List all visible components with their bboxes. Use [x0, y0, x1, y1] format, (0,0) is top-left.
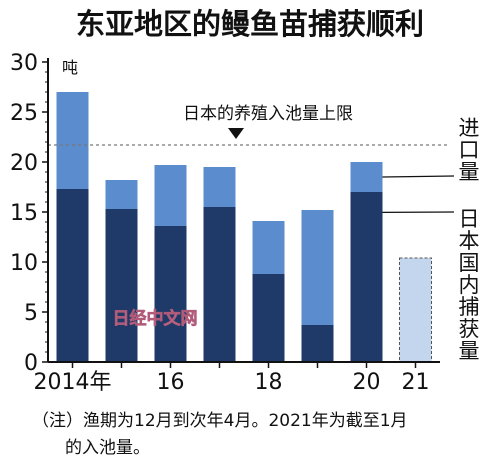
bar-import [56, 92, 89, 189]
legend-domestic-char: 内 [459, 273, 480, 297]
bar-partial-2021 [399, 257, 432, 363]
axes [47, 58, 440, 363]
y-unit-label: 吨 [62, 58, 78, 77]
y-tick-label: 15 [10, 201, 38, 226]
legend-domestic-char: 量 [459, 339, 480, 363]
legend-domestic-char: 日 [459, 207, 480, 231]
chart-title: 东亚地区的鳗鱼苗捕获顺利 [76, 7, 424, 41]
x-tick-labels: 2014年 16 18 20 21 [34, 362, 430, 395]
bar-domestic [252, 274, 285, 362]
legend-domestic-char: 本 [459, 229, 480, 253]
x-tick-label: 21 [402, 370, 430, 395]
x-tick-label: 18 [255, 370, 283, 395]
watermark: 日经中文网 [113, 308, 198, 329]
y-tick-label: 25 [10, 101, 38, 126]
bar-domestic [301, 325, 334, 362]
bar-domestic [350, 192, 383, 362]
legend-import-char: 进 [459, 116, 480, 140]
bar-import [203, 167, 236, 207]
bar-import [301, 210, 334, 325]
bar-import [105, 180, 138, 209]
bar-import [252, 221, 285, 274]
legend-domestic-char: 获 [459, 317, 480, 341]
y-tick-label: 30 [10, 51, 38, 76]
reference-arrow [228, 128, 244, 139]
legend-import: 进口量 [459, 116, 480, 184]
bar-domestic [56, 189, 89, 362]
note-line-2: 的入池量。 [65, 438, 150, 458]
y-ticks: 0 5 10 15 20 25 30 [10, 51, 48, 376]
y-tick-label: 0 [24, 351, 38, 376]
legend-leader-import [382, 175, 455, 178]
bar-import [154, 165, 187, 226]
reference-line-label: 日本的养殖入池量上限 [183, 104, 353, 124]
bar-domestic [154, 226, 187, 362]
legend-domestic-char: 国 [459, 251, 480, 275]
y-tick-label: 5 [24, 301, 38, 326]
bar-domestic [203, 207, 236, 362]
x-tick-label: 20 [353, 370, 381, 395]
y-tick-label: 20 [10, 151, 38, 176]
x-tick-label: 16 [157, 370, 185, 395]
reference-line-group: 日本的养殖入池量上限 [48, 104, 448, 146]
legend-domestic-char: 捕 [459, 295, 480, 319]
bars [56, 92, 432, 363]
bar-import [350, 162, 383, 192]
bar-domestic [105, 209, 138, 362]
legend-import-char: 量 [459, 160, 480, 184]
y-tick-label: 10 [10, 251, 38, 276]
x-tick-label: 2014年 [34, 370, 112, 395]
legend-import-char: 口 [459, 138, 480, 162]
note-line-1: （注）渔期为12月到次年4月。2021年为截至1月 [32, 411, 408, 431]
